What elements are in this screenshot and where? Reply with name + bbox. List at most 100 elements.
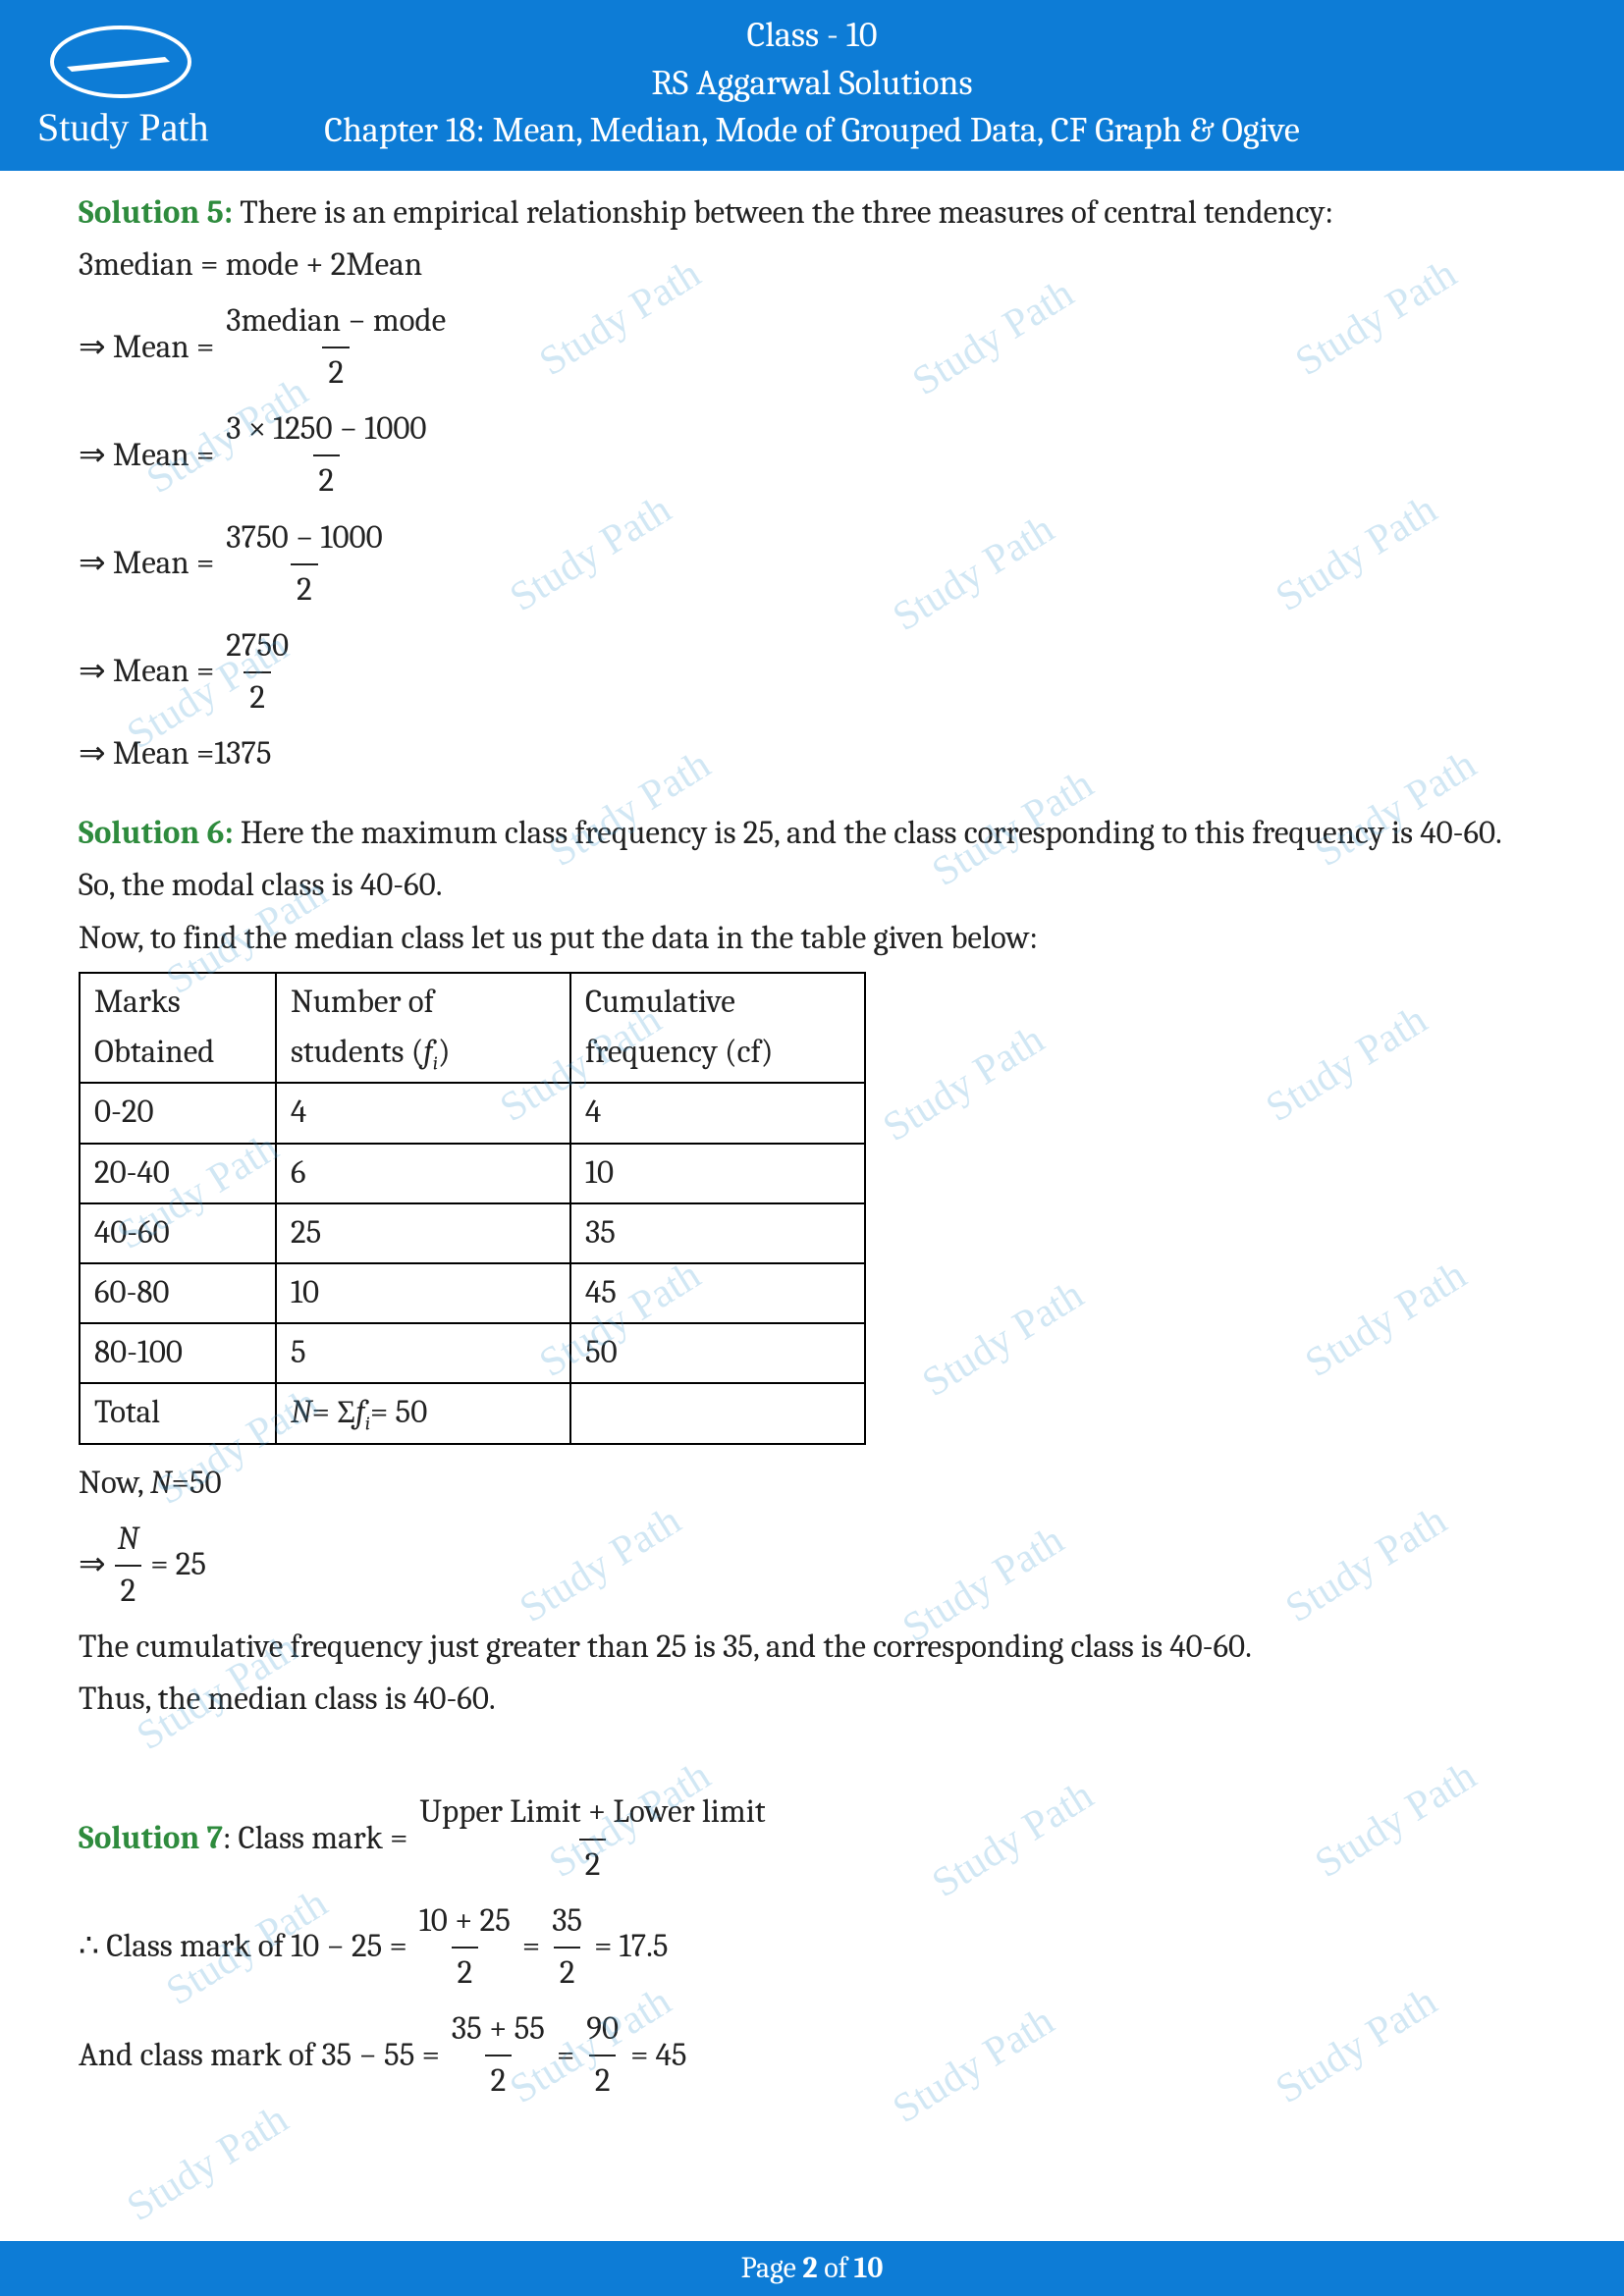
eq-rhs: = 45 (630, 2031, 686, 2081)
table-header-cell: Marks Obtained (80, 973, 276, 1084)
txt: = 50 (370, 1394, 427, 1431)
solution-6-median: Thus, the median class is 40-60. (79, 1675, 1545, 1725)
frac-den: 2 (322, 347, 350, 399)
frac-num: 3median − mode (220, 296, 452, 347)
footer-total: 10 (854, 2251, 884, 2285)
watermark-text: Study Path (119, 2096, 297, 2231)
frac-num: Upper Limit + Lower limit (413, 1788, 771, 1838)
fraction: N 2 (112, 1515, 145, 1617)
txt: = Σ (312, 1394, 356, 1431)
svg-text:Study Path: Study Path (37, 105, 208, 149)
solution-6-tableintro: Now, to find the median class let us put… (79, 914, 1545, 964)
frac-den: 2 (554, 1947, 581, 1999)
solution-5-step3: ⇒ Mean = 3750 − 1000 2 (79, 513, 1545, 615)
frac-num: 35 (546, 1896, 588, 1947)
eq: = (522, 1922, 540, 1972)
frac-num: 3750 − 1000 (220, 513, 388, 563)
frac-den: 2 (313, 454, 341, 507)
cell: 25 (276, 1203, 570, 1263)
eq-lhs: And class mark of 35 − 55 = (79, 2031, 440, 2081)
solution-7-line1: Solution 7: Class mark = Upper Limit + L… (79, 1788, 1545, 1890)
header-book: RS Aggarwal Solutions (0, 60, 1624, 108)
var: f (355, 1394, 364, 1431)
eq-lhs: ⇒ (79, 1540, 106, 1590)
table-header-row: Marks Obtained Number of students (fi) C… (80, 973, 865, 1084)
cell: 10 (276, 1263, 570, 1323)
fraction: 35 + 55 2 (446, 2004, 551, 2107)
header-banner: Study Path Class - 10 RS Aggarwal Soluti… (0, 0, 1624, 171)
footer-text: Page (741, 2251, 803, 2285)
solution-6-intro: Solution 6: Here the maximum class frequ… (79, 809, 1545, 859)
cell: 45 (570, 1263, 865, 1323)
cell: 6 (276, 1144, 570, 1203)
frac-den: 2 (589, 2055, 617, 2107)
cell: 4 (570, 1083, 865, 1143)
table-row: 60-801045 (80, 1263, 865, 1323)
hdr-text: ) (438, 1034, 451, 1071)
solution-6-label: Solution 6: (79, 815, 234, 852)
fraction: 90 2 (580, 2004, 624, 2107)
solution-6-intro-text: Here the maximum class frequency is 25, … (234, 815, 1502, 852)
hdr-text: frequency (cf) (585, 1034, 773, 1071)
hdr-text: Number of (291, 984, 434, 1021)
hdr-text: Marks (94, 984, 181, 1021)
fraction: 3 × 1250 − 1000 2 (220, 404, 432, 507)
page-content: Solution 5: There is an empirical relati… (0, 171, 1624, 2108)
frac-den: 2 (291, 563, 318, 615)
fraction: 3median − mode 2 (220, 296, 452, 399)
solution-7-line3: And class mark of 35 − 55 = 35 + 55 2 = … (79, 2004, 1545, 2107)
header-chapter: Chapter 18: Mean, Median, Mode of Groupe… (0, 107, 1624, 155)
cell: 5 (276, 1323, 570, 1383)
hdr-text: students ( (291, 1034, 423, 1071)
solution-5-step2: ⇒ Mean = 3 × 1250 − 1000 2 (79, 404, 1545, 507)
solution-5-empirical: 3median = mode + 2Mean (79, 240, 1545, 291)
cell: 0-20 (80, 1083, 276, 1143)
solution-6-cfnote: The cumulative frequency just greater th… (79, 1623, 1545, 1673)
frac-num: 2750 (220, 621, 295, 671)
table-row: 40-602535 (80, 1203, 865, 1263)
frac-num: N (112, 1515, 145, 1565)
cell: 80-100 (80, 1323, 276, 1383)
study-path-logo: Study Path (27, 18, 214, 155)
frac-den: 2 (485, 2055, 513, 2107)
solution-5-label: Solution 5: (79, 194, 233, 232)
cell: 35 (570, 1203, 865, 1263)
cell: N= Σfi= 50 (276, 1383, 570, 1444)
eq-rhs: = 17.5 (594, 1922, 668, 1972)
solution-6-nby2: ⇒ N 2 = 25 (79, 1515, 1545, 1617)
table-header-cell: Number of students (fi) (276, 973, 570, 1084)
eq-lhs: ⇒ Mean = (79, 539, 214, 589)
fraction: 2750 2 (220, 621, 295, 723)
var: N (291, 1394, 312, 1431)
hdr-text: Obtained (94, 1034, 214, 1071)
txt: =50 (172, 1465, 222, 1502)
cell: 60-80 (80, 1263, 276, 1323)
eq-lhs: ⇒ Mean = (79, 323, 214, 373)
frac-num: 3 × 1250 − 1000 (220, 404, 432, 454)
solution-5-intro: Solution 5: There is an empirical relati… (79, 188, 1545, 239)
table-row: 0-2044 (80, 1083, 865, 1143)
solution-6-modal: So, the modal class is 40-60. (79, 861, 1545, 911)
cell: 20-40 (80, 1144, 276, 1203)
page-footer: Page 2 of 10 (0, 2241, 1624, 2296)
var: N (150, 1465, 172, 1502)
header-class: Class - 10 (0, 12, 1624, 60)
solution-6-n: Now, N=50 (79, 1459, 1545, 1509)
fraction: 35 2 (546, 1896, 588, 1999)
txt: Now, (79, 1465, 150, 1502)
solution-5-step4: ⇒ Mean = 2750 2 (79, 621, 1545, 723)
frac-den: 2 (115, 1565, 142, 1617)
solution-5-intro-text: There is an empirical relationship betwe… (233, 194, 1333, 232)
footer-current: 2 (802, 2251, 817, 2285)
table-total-row: Total N= Σfi= 50 (80, 1383, 865, 1444)
cumulative-frequency-table: Marks Obtained Number of students (fi) C… (79, 972, 866, 1445)
solution-7-line2: ∴ Class mark of 10 − 25 = 10 + 25 2 = 35… (79, 1896, 1545, 1999)
frac-den: 2 (244, 671, 271, 723)
cell: 50 (570, 1323, 865, 1383)
eq: = (557, 2031, 574, 2081)
fraction: Upper Limit + Lower limit 2 (413, 1788, 771, 1890)
solution-5-result: ⇒ Mean =1375 (79, 729, 1545, 779)
eq-lhs: ∴ Class mark of 10 − 25 = (79, 1922, 407, 1972)
solution-5-step1: ⇒ Mean = 3median − mode 2 (79, 296, 1545, 399)
cell (570, 1383, 865, 1444)
